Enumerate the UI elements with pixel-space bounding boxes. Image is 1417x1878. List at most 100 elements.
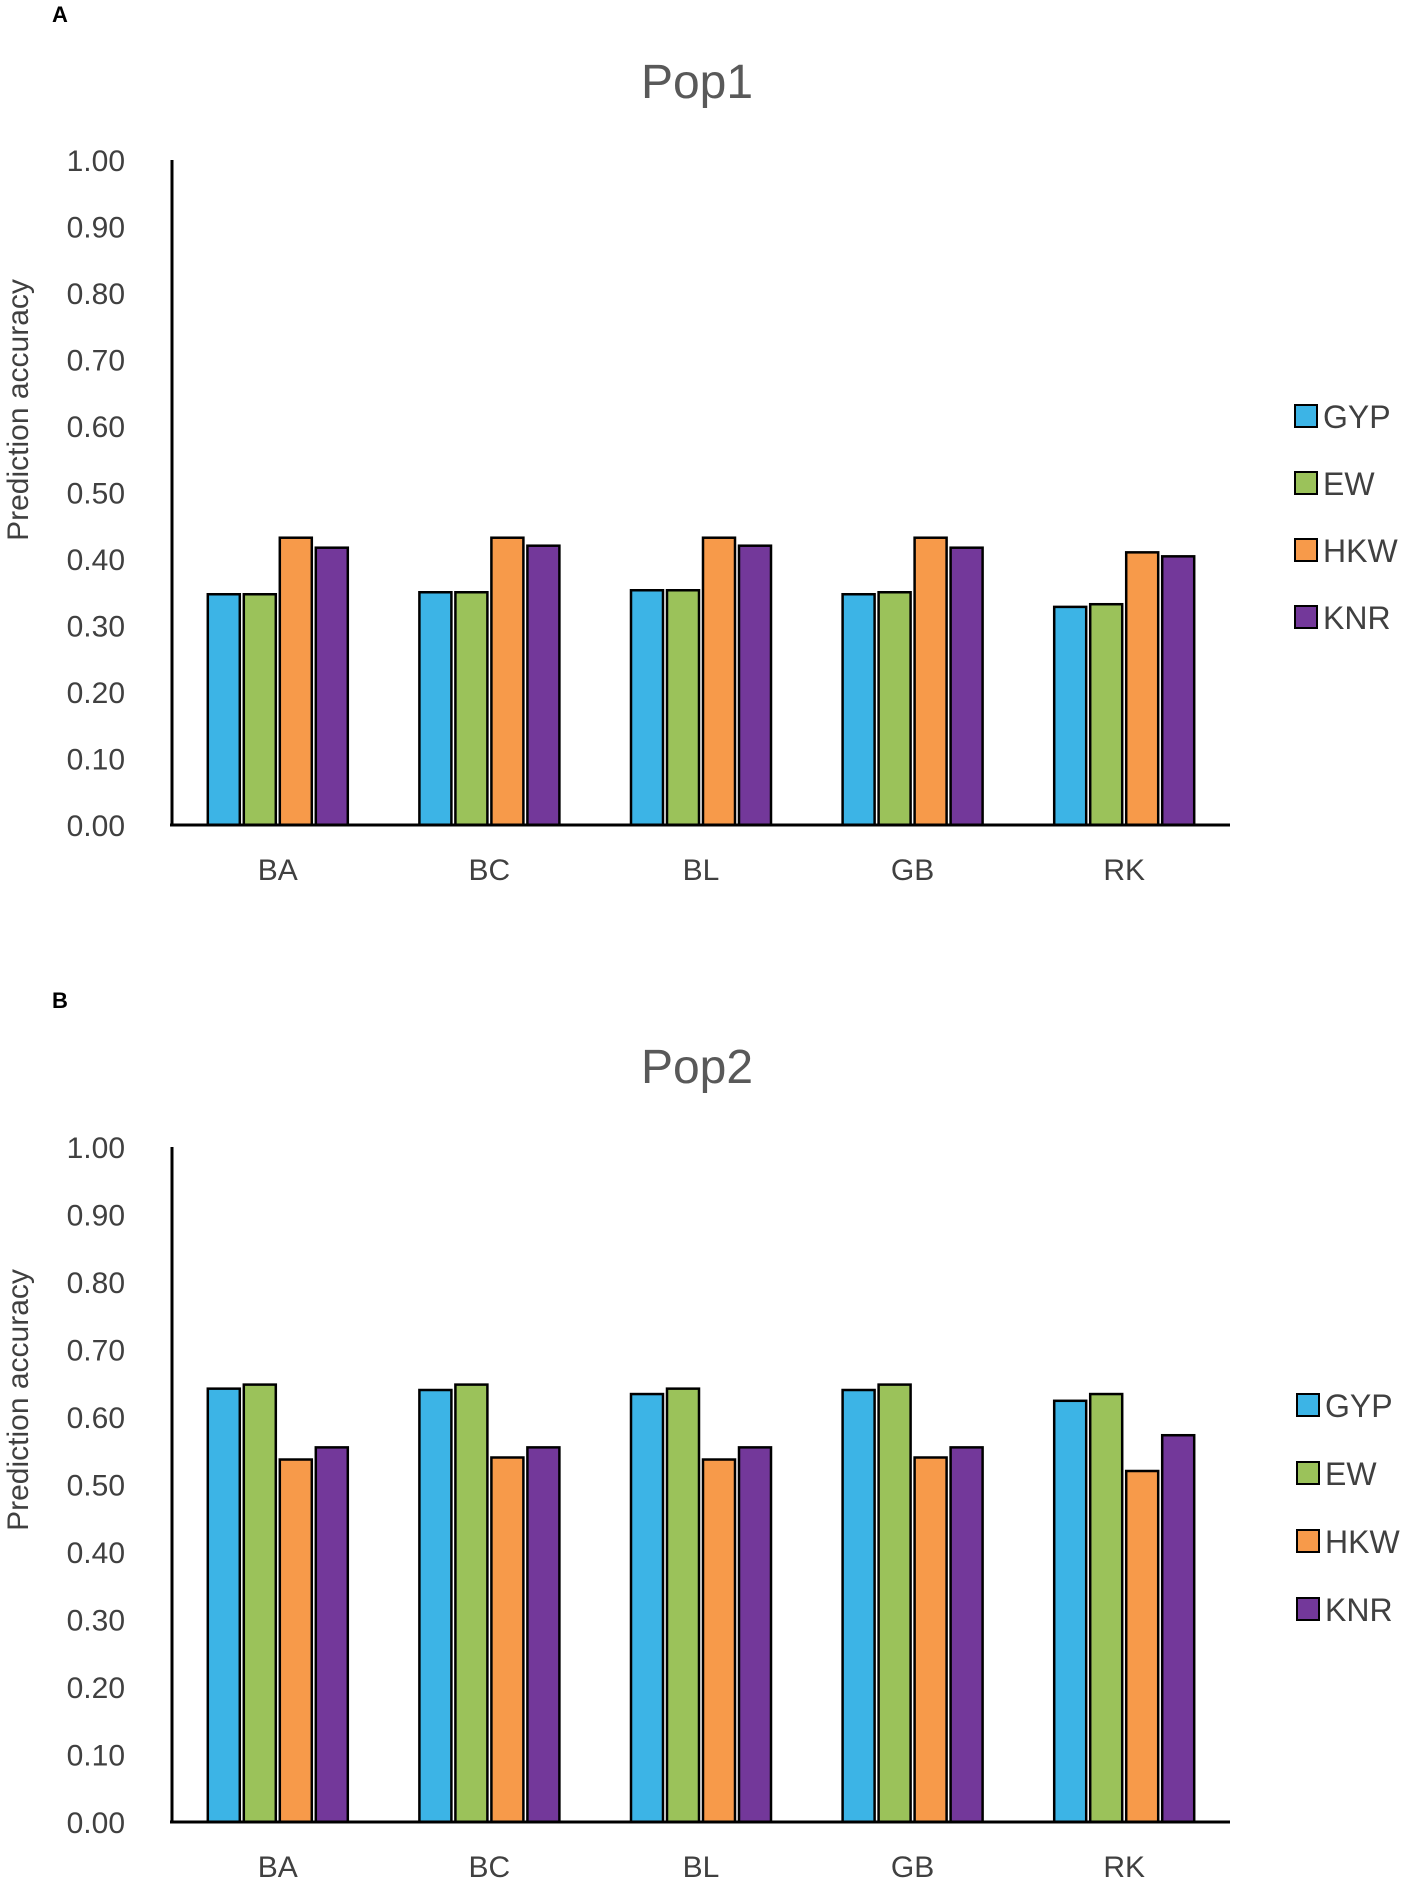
bar-hkw-bc — [490, 536, 525, 827]
y-tick-label: 1.00 — [67, 145, 125, 178]
y-tick-label: 0.90 — [67, 1200, 125, 1233]
bar-hkw-ba — [278, 1458, 314, 1824]
bar-ew-gb — [877, 591, 912, 827]
bar-hkw-gb — [913, 536, 948, 827]
y-tick-label: 0.50 — [67, 478, 125, 511]
bar-ew-bc — [454, 591, 489, 827]
bar-hkw-bc — [490, 1456, 525, 1824]
y-tick-label: 0.70 — [67, 345, 125, 378]
panel-b: B Pop2 Prediction accuracy 0.000.100.200… — [2, 988, 1400, 1878]
y-tick-label: 1.00 — [67, 1132, 125, 1165]
category-label: BL — [683, 1851, 720, 1878]
bar-gyp-rk — [1052, 605, 1088, 827]
y-tick-label: 0.40 — [67, 544, 125, 577]
legend: GYP EW HKW KNR — [1294, 399, 1398, 636]
category-label: BL — [683, 854, 720, 887]
bar-knr-ba — [314, 546, 350, 827]
bar-gyp-ba — [206, 592, 242, 827]
legend: GYP EW HKW KNR — [1296, 1388, 1400, 1628]
legend-swatch-hkw — [1294, 538, 1318, 562]
category-label: BC — [469, 1851, 511, 1878]
y-tick-label: 0.50 — [67, 1470, 125, 1503]
bar-ew-bl — [665, 589, 701, 827]
bar-gyp-rk — [1052, 1399, 1088, 1824]
bar-gyp-ba — [206, 1387, 242, 1824]
category-labels: BA BC BL GB RK — [258, 1851, 1145, 1878]
panel-label: B — [52, 988, 68, 1013]
y-tick-label: 0.30 — [67, 611, 125, 644]
bar-gyp-bc — [418, 591, 453, 827]
legend-swatch-gyp — [1294, 404, 1318, 428]
y-tick-label: 0.80 — [67, 1267, 125, 1300]
y-tick-label: 0.70 — [67, 1335, 125, 1368]
y-tick-label: 0.90 — [67, 212, 125, 245]
bar-ew-rk — [1088, 1392, 1124, 1824]
bar-hkw-bl — [701, 1458, 737, 1824]
bars — [206, 1383, 1196, 1824]
legend-swatch-ew — [1296, 1461, 1320, 1485]
y-tick-label: 0.20 — [67, 1672, 125, 1705]
bar-gyp-bl — [629, 589, 665, 827]
bar-hkw-bl — [701, 536, 737, 827]
bar-ew-ba — [242, 1383, 278, 1824]
legend-swatch-gyp — [1296, 1393, 1320, 1417]
legend-swatch-knr — [1294, 605, 1318, 629]
bar-ew-ba — [242, 592, 278, 827]
bar-hkw-ba — [278, 536, 314, 827]
y-tick-label: 0.80 — [67, 278, 125, 311]
legend-swatch-knr — [1296, 1597, 1320, 1621]
bar-knr-gb — [949, 546, 984, 827]
y-tick-label: 0.60 — [67, 411, 125, 444]
legend-label-ew: EW — [1325, 1456, 1377, 1492]
y-tick-label: 0.30 — [67, 1605, 125, 1638]
bar-hkw-rk — [1124, 551, 1160, 827]
y-tick-label: 0.10 — [67, 1740, 125, 1773]
y-tick-labels: 0.00 0.10 0.20 0.30 0.40 0.50 0.60 0.70 0.80 0.90… — [67, 145, 125, 843]
category-label: BA — [258, 854, 298, 887]
legend-label-knr: KNR — [1325, 1592, 1393, 1628]
bar-hkw-gb — [913, 1456, 948, 1824]
bar-knr-rk — [1160, 555, 1196, 827]
bar-knr-bl — [737, 1446, 773, 1824]
bar-gyp-gb — [841, 1388, 876, 1824]
y-tick-label: 0.40 — [67, 1537, 125, 1570]
legend-label-ew: EW — [1323, 466, 1375, 502]
legend-swatch-ew — [1294, 471, 1318, 495]
bar-knr-bc — [526, 544, 561, 827]
bar-knr-bl — [737, 544, 773, 827]
category-labels: BA BC BL GB RK — [258, 854, 1145, 887]
category-label: RK — [1103, 854, 1145, 887]
y-axis-label: Prediction accuracy — [2, 1269, 35, 1531]
bar-ew-rk — [1088, 602, 1124, 827]
category-label: RK — [1103, 1851, 1145, 1878]
legend-label-gyp: GYP — [1325, 1388, 1393, 1424]
y-axis-label: Prediction accuracy — [2, 279, 35, 541]
y-tick-labels: 0.00 0.10 0.20 0.30 0.40 0.50 0.60 0.70 0.80 0.90… — [67, 1132, 125, 1840]
legend-label-hkw: HKW — [1323, 533, 1398, 569]
category-label: GB — [891, 854, 934, 887]
panel-a: A Pop1 Prediction accuracy 0.000.100.200… — [2, 2, 1398, 887]
category-label: BA — [258, 1851, 298, 1878]
axes — [170, 1147, 1230, 1824]
bars — [206, 536, 1196, 827]
bar-ew-bl — [665, 1387, 701, 1824]
axes — [170, 160, 1230, 827]
legend-label-knr: KNR — [1323, 600, 1391, 636]
y-tick-label: 0.60 — [67, 1402, 125, 1435]
chart-title: Pop2 — [641, 1041, 753, 1094]
legend-swatch-hkw — [1296, 1529, 1320, 1553]
bar-ew-bc — [454, 1383, 489, 1824]
bar-ew-gb — [877, 1383, 912, 1824]
bar-gyp-bc — [418, 1388, 453, 1824]
category-label: BC — [469, 854, 511, 887]
bar-knr-ba — [314, 1446, 350, 1824]
bar-hkw-rk — [1124, 1469, 1160, 1824]
y-tick-label: 0.00 — [67, 1807, 125, 1840]
category-label: GB — [891, 1851, 934, 1878]
bar-knr-rk — [1160, 1433, 1196, 1824]
bar-gyp-gb — [841, 592, 876, 827]
bar-knr-gb — [949, 1446, 984, 1824]
panel-label: A — [52, 2, 68, 27]
chart-title: Pop1 — [641, 56, 753, 109]
